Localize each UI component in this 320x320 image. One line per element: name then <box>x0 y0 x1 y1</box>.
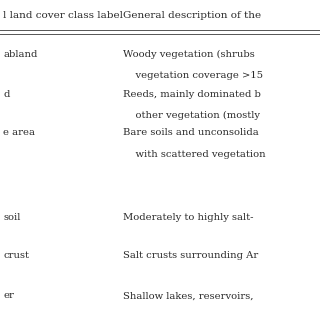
Text: Woody vegetation (shrubs: Woody vegetation (shrubs <box>123 50 255 59</box>
Text: Bare soils and unconsolida: Bare soils and unconsolida <box>123 128 259 137</box>
Text: Salt crusts surrounding Ar: Salt crusts surrounding Ar <box>123 251 259 260</box>
Text: with scattered vegetation: with scattered vegetation <box>123 150 266 159</box>
Text: General description of the: General description of the <box>123 11 261 20</box>
Text: other vegetation (mostly: other vegetation (mostly <box>123 111 260 121</box>
Text: crust: crust <box>3 251 29 260</box>
Text: d: d <box>3 90 10 99</box>
Text: l land cover class label: l land cover class label <box>3 11 123 20</box>
Text: er: er <box>3 291 14 300</box>
Text: Reeds, mainly dominated b: Reeds, mainly dominated b <box>123 90 261 99</box>
Text: Shallow lakes, reservoirs,: Shallow lakes, reservoirs, <box>123 291 254 300</box>
Text: abland: abland <box>3 50 37 59</box>
Text: Moderately to highly salt-: Moderately to highly salt- <box>123 213 254 222</box>
Text: e area: e area <box>3 128 35 137</box>
Text: vegetation coverage >15: vegetation coverage >15 <box>123 71 263 80</box>
Text: soil: soil <box>3 213 20 222</box>
